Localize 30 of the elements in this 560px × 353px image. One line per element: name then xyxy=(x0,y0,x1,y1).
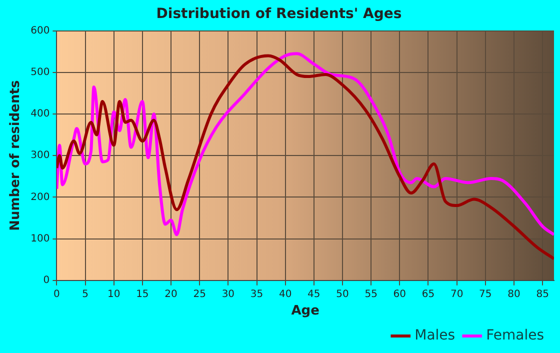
legend-label: Males xyxy=(414,328,456,344)
x-tick-label: 55 xyxy=(364,288,378,300)
x-tick-label: 40 xyxy=(278,288,292,300)
x-tick-label: 0 xyxy=(54,288,60,300)
x-tick-label: 15 xyxy=(136,288,149,300)
y-tick-label: 400 xyxy=(30,108,50,120)
x-tick-label: 75 xyxy=(479,288,492,300)
x-tick-label: 5 xyxy=(82,288,88,300)
y-tick-label: 600 xyxy=(30,25,50,36)
y-tick-label: 300 xyxy=(30,150,50,162)
x-tick-label: 35 xyxy=(250,288,264,300)
legend-label: Females xyxy=(486,328,544,344)
x-tick-label: 70 xyxy=(450,288,464,300)
x-tick-label: 85 xyxy=(536,288,549,300)
y-axis-title: Number of residents xyxy=(8,80,24,231)
x-tick-label: 10 xyxy=(107,288,120,300)
x-tick-label: 80 xyxy=(508,288,520,300)
y-tick-label: 0 xyxy=(43,274,50,286)
y-tick-label: 500 xyxy=(30,66,50,78)
x-tick-label: 50 xyxy=(336,288,349,300)
x-tick-label: 20 xyxy=(164,288,178,300)
x-axis-title: Age xyxy=(291,304,320,319)
x-tick-label: 45 xyxy=(308,288,320,300)
x-tick-label: 25 xyxy=(193,288,206,300)
y-tick-label: 100 xyxy=(30,233,50,244)
x-tick-label: 30 xyxy=(222,288,235,300)
y-tick-label: 200 xyxy=(30,192,50,203)
x-tick-label: 60 xyxy=(393,288,406,300)
chart-title: Distribution of Residents' Ages xyxy=(156,6,402,22)
x-tick-label: 65 xyxy=(422,288,435,300)
